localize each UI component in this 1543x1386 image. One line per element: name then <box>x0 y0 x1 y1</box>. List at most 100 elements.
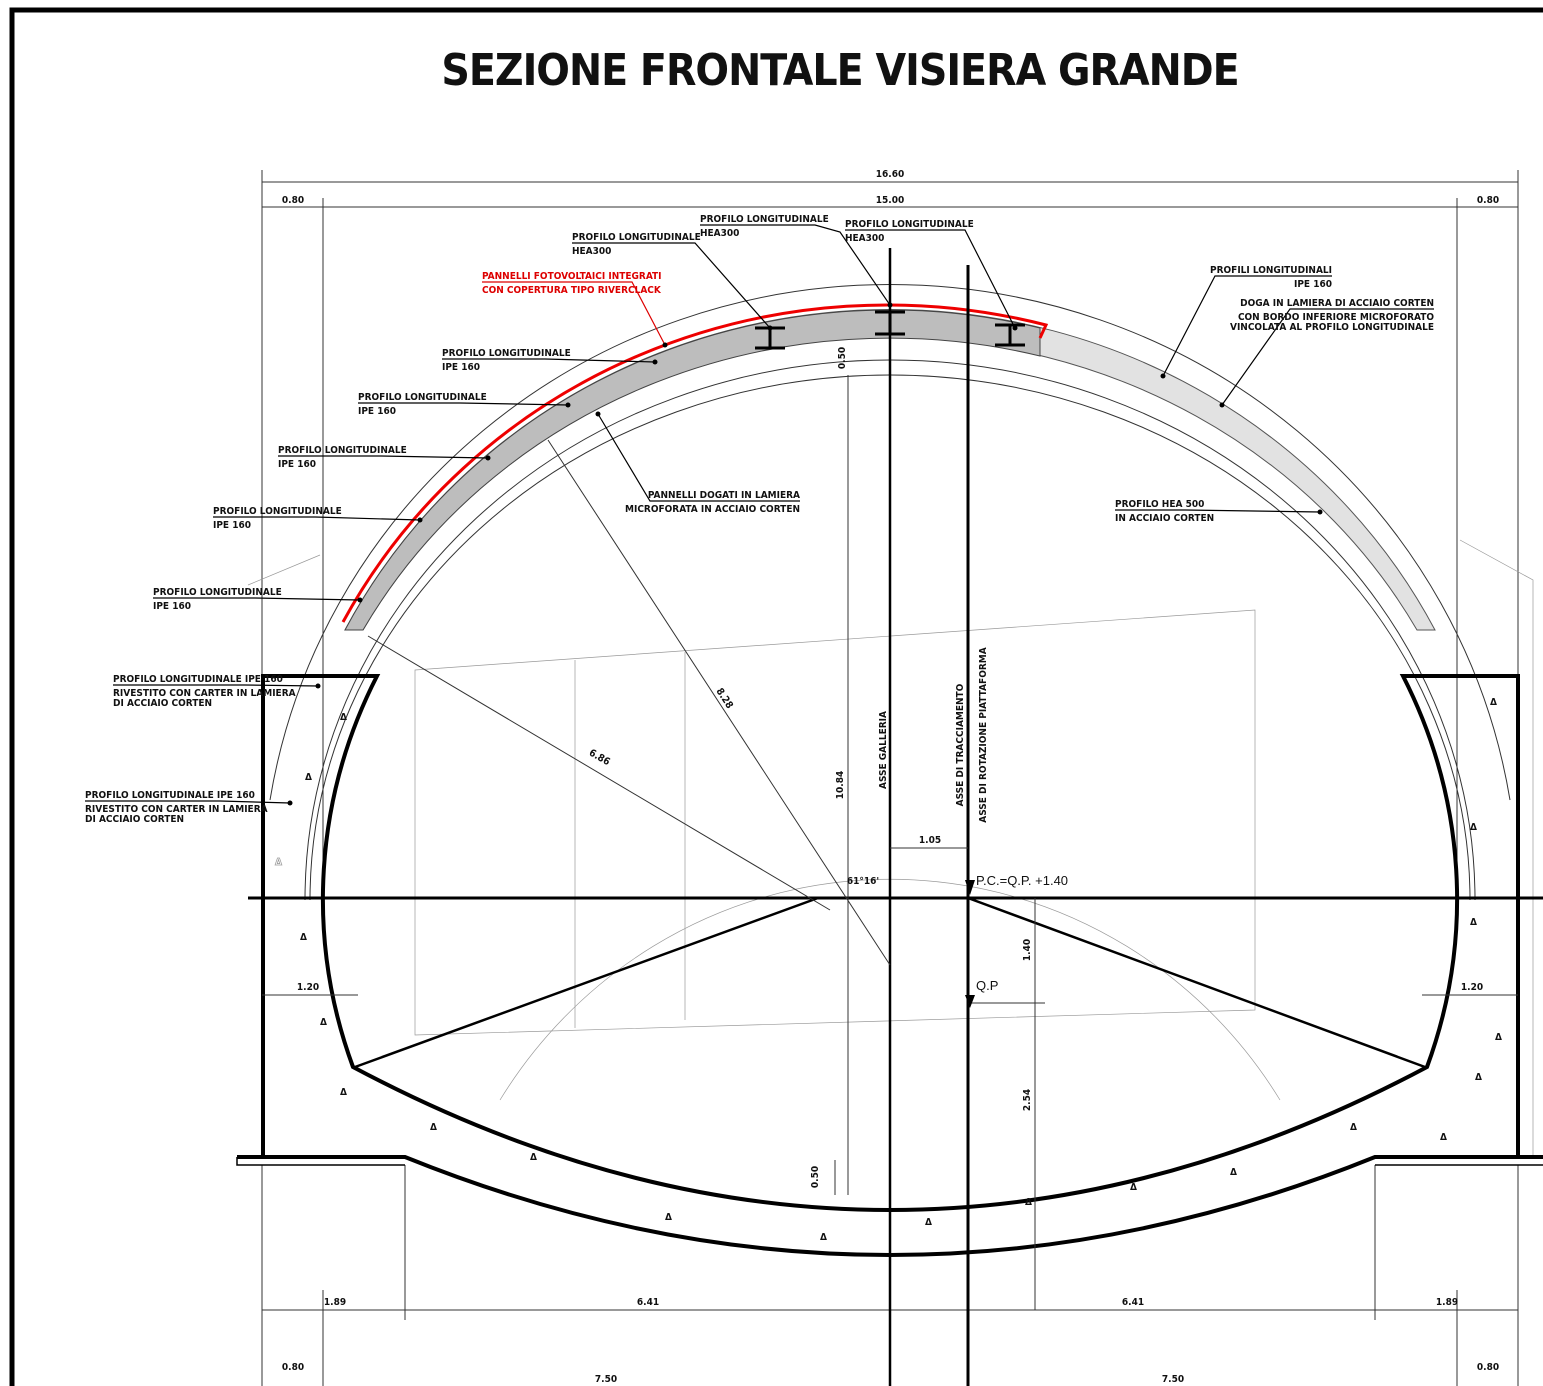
leader-dot <box>1220 403 1225 408</box>
annotation-text: PROFILO LONGITUDINALE <box>572 232 701 243</box>
leader-line <box>85 801 290 803</box>
svg-text:Δ: Δ <box>430 1122 437 1133</box>
leader-dot <box>288 801 293 806</box>
annotation-text: PROFILI LONGITUDINALI <box>1210 265 1332 276</box>
annotation-text: IPE 160 <box>153 601 191 612</box>
leader-dot <box>888 303 893 308</box>
leader-line <box>598 414 800 501</box>
svg-text:Δ: Δ <box>925 1217 932 1228</box>
svg-text:Δ: Δ <box>320 1017 327 1028</box>
svg-text:Δ: Δ <box>275 857 282 868</box>
axis-label: ASSE GALLERIA <box>878 711 889 789</box>
dimension: 7.50 <box>1162 1374 1184 1385</box>
dimension: 1.89 <box>324 1297 346 1308</box>
svg-text:Δ: Δ <box>1470 822 1477 833</box>
leader-line <box>153 598 360 600</box>
annotation-text: PROFILO HEA 500 <box>1115 499 1204 510</box>
annotation-text: DI ACCIAIO CORTEN <box>113 698 212 709</box>
dimension: 15.00 <box>876 195 904 206</box>
annotation-text: HEA300 <box>700 228 739 239</box>
dimension: 10.84 <box>835 771 846 799</box>
annotation-text: IPE 160 <box>278 459 316 470</box>
svg-text:Δ: Δ <box>665 1212 672 1223</box>
dimension: 0.80 <box>282 195 304 206</box>
leader-line <box>113 685 318 686</box>
leader-dot <box>596 412 601 417</box>
annotation-text: PANNELLI FOTOVOLTAICI INTEGRATI <box>482 271 662 282</box>
dimension: 6.41 <box>1122 1297 1144 1308</box>
leader-dot <box>653 360 658 365</box>
dimension: 1.89 <box>1436 1297 1458 1308</box>
annotation-text: PROFILO LONGITUDINALE <box>278 445 407 456</box>
svg-text:Δ: Δ <box>1495 1032 1502 1043</box>
dimension: 0.80 <box>282 1362 304 1373</box>
svg-text:Δ: Δ <box>1470 917 1477 928</box>
annotation: PROFILO LONGITUDINALE IPE 160 <box>153 587 363 612</box>
annotation-text: PROFILO LONGITUDINALE <box>153 587 282 598</box>
annotation-text: IPE 160 <box>442 362 480 373</box>
dimension: 1.20 <box>297 982 319 993</box>
dimension: 2.54 <box>1022 1089 1033 1111</box>
svg-text:Δ: Δ <box>1025 1197 1032 1208</box>
annotation-text: IPE 160 <box>213 520 251 531</box>
leader-dot <box>768 326 773 331</box>
annotation-text: PANNELLI DOGATI IN LAMIERA <box>648 490 800 501</box>
dimension: 6.41 <box>637 1297 659 1308</box>
dimension: 1.40 <box>1022 939 1033 961</box>
annotation-text: PROFILO LONGITUDINALE <box>358 392 487 403</box>
annotation: PANNELLI FOTOVOLTAICI INTEGRATI CON COPER… <box>482 271 668 348</box>
annotation-text: HEA300 <box>572 246 611 257</box>
annotation-text: IN ACCIAIO CORTEN <box>1115 513 1214 524</box>
dimension: 1.20 <box>1461 982 1483 993</box>
annotation-text: IPE 160 <box>358 406 396 417</box>
dimension: 0.50 <box>810 1166 821 1188</box>
dimension: 0.80 <box>1477 1362 1499 1373</box>
annotation-text: PROFILO LONGITUDINALE <box>213 506 342 517</box>
svg-text:Δ: Δ <box>300 932 307 943</box>
svg-text:Δ: Δ <box>1350 1122 1357 1133</box>
axis-label: ASSE DI TRACCIAMENTO <box>955 683 966 806</box>
leader-dot <box>663 343 668 348</box>
annotation: PROFILO HEA 500 IN ACCIAIO CORTEN <box>1115 499 1323 524</box>
annotation-text: VINCOLATA AL PROFILO LONGITUDINALE <box>1230 322 1434 333</box>
svg-text:Δ: Δ <box>1490 697 1497 708</box>
axis-label: ASSE DI ROTAZIONE PIATTAFORMA <box>978 647 989 822</box>
dimension: 0.80 <box>1477 195 1499 206</box>
svg-text:Δ: Δ <box>1440 1132 1447 1143</box>
level-label: Q.P <box>976 978 998 993</box>
leader-dot <box>316 684 321 689</box>
dimension: 16.60 <box>876 169 904 180</box>
dimension: 1.05 <box>919 835 941 846</box>
annotation-text: DI ACCIAIO CORTEN <box>85 814 184 825</box>
leader-dot <box>1161 374 1166 379</box>
leader-line <box>1115 510 1320 512</box>
annotation-text: PROFILO LONGITUDINALE <box>845 219 974 230</box>
dimension: 61°16' <box>847 876 879 887</box>
svg-text:Δ: Δ <box>820 1232 827 1243</box>
svg-text:Δ: Δ <box>1230 1167 1237 1178</box>
annotation-text: PROFILO LONGITUDINALE <box>442 348 571 359</box>
section: ΔΔΔΔΔΔΔΔΔΔΔΔΔΔΔΔΔΔΔΔΔ <box>237 170 1543 1386</box>
annotation-text: IPE 160 <box>1294 279 1332 290</box>
annotation-text: PROFILO LONGITUDINALE IPE 160 <box>113 674 283 685</box>
svg-text:Δ: Δ <box>530 1152 537 1163</box>
annotation-text: PROFILO LONGITUDINALE <box>700 214 829 225</box>
annotation-text: MICROFORATA IN ACCIAIO CORTEN <box>625 504 800 515</box>
annotation-text: CON COPERTURA TIPO RIVERCLACK <box>482 285 662 296</box>
annotation: PANNELLI DOGATI IN LAMIERA MICROFORATA IN… <box>596 412 801 516</box>
svg-text:Δ: Δ <box>305 772 312 783</box>
svg-text:Δ: Δ <box>1475 1072 1482 1083</box>
leader-dot <box>418 518 423 523</box>
level-label: P.C.=Q.P. +1.40 <box>976 873 1068 888</box>
svg-text:Δ: Δ <box>340 712 347 723</box>
dimension: 0.50 <box>837 347 848 369</box>
annotation-text: DOGA IN LAMIERA DI ACCIAIO CORTEN <box>1240 298 1434 309</box>
svg-text:Δ: Δ <box>340 1087 347 1098</box>
leader-line <box>358 403 568 405</box>
dimension: 6.86 <box>587 748 612 769</box>
annotation-text: HEA300 <box>845 233 884 244</box>
annotation: PROFILO LONGITUDINALE IPE 160 <box>213 506 423 531</box>
annotation: PROFILO LONGITUDINALE IPE 160 <box>358 392 571 417</box>
